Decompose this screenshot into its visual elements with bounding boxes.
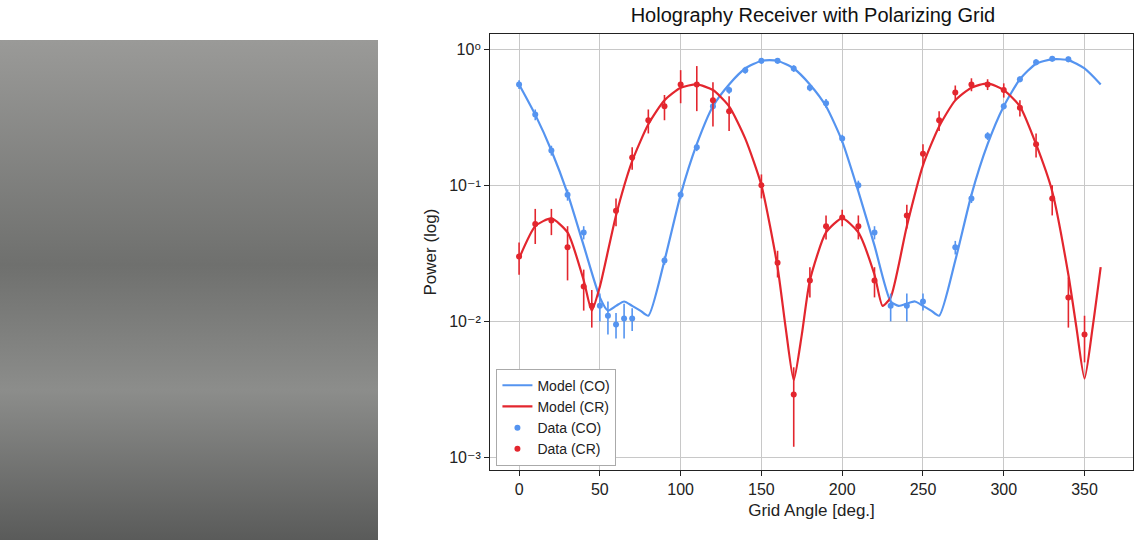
svg-text:Holography Receiver with Polar: Holography Receiver with Polarizing Grid	[631, 4, 996, 26]
svg-text:Model (CO): Model (CO)	[537, 378, 609, 394]
svg-text:Model (CR): Model (CR)	[537, 399, 609, 415]
svg-text:Data (CO): Data (CO)	[537, 420, 601, 436]
svg-text:Data (CR): Data (CR)	[537, 441, 600, 457]
svg-text:250: 250	[910, 481, 937, 498]
svg-text:300: 300	[990, 481, 1017, 498]
svg-text:10⁻¹: 10⁻¹	[449, 177, 481, 194]
svg-text:0: 0	[515, 481, 524, 498]
svg-text:10⁻²: 10⁻²	[449, 313, 481, 330]
svg-text:Power (log): Power (log)	[421, 209, 440, 296]
svg-text:50: 50	[591, 481, 609, 498]
svg-text:200: 200	[829, 481, 856, 498]
svg-text:Grid Angle [deg.]: Grid Angle [deg.]	[748, 501, 875, 520]
svg-text:100: 100	[667, 481, 694, 498]
svg-text:10⁻³: 10⁻³	[449, 449, 481, 466]
svg-text:150: 150	[748, 481, 775, 498]
svg-text:10⁰: 10⁰	[457, 41, 481, 58]
svg-text:350: 350	[1071, 481, 1098, 498]
